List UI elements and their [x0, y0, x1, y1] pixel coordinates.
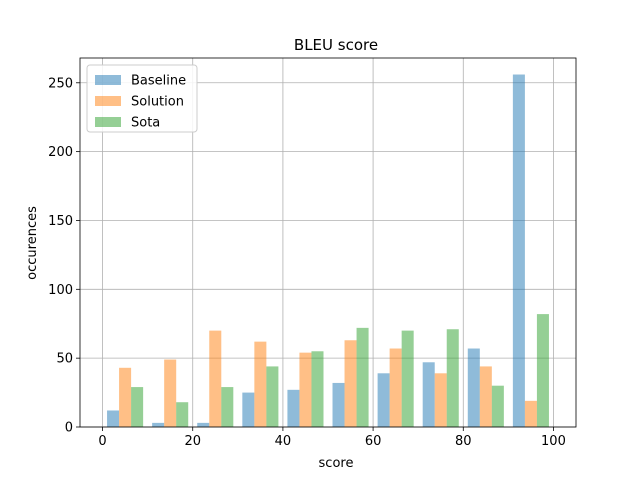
x-tick-label: 100 [541, 434, 566, 449]
bar-sota [131, 387, 144, 427]
x-tick-label: 60 [365, 434, 382, 449]
y-tick-label: 100 [48, 283, 73, 298]
bar-solution [164, 359, 177, 427]
legend-swatch-solution [95, 96, 121, 106]
bar-solution [209, 330, 222, 427]
bar-sota [536, 314, 549, 427]
bar-sota [311, 351, 324, 427]
y-tick-label: 0 [65, 421, 73, 436]
bar-sota [266, 366, 279, 427]
x-tick-label: 0 [98, 434, 106, 449]
y-tick-label: 50 [56, 352, 73, 367]
bar-sota [491, 385, 504, 427]
bar-solution [389, 348, 402, 427]
x-axis-label: score [319, 456, 354, 471]
bar-sota [221, 387, 234, 427]
chart-title: BLEU score [294, 36, 378, 54]
legend-label-sota: Sota [131, 116, 160, 131]
histogram-bars [107, 74, 549, 427]
bar-baseline [467, 348, 480, 427]
legend-label-solution: Solution [131, 95, 184, 110]
x-tick-label: 80 [455, 434, 472, 449]
legend: Baseline Solution Sota [86, 64, 198, 133]
bar-baseline [152, 422, 165, 427]
x-tick-label: 20 [184, 434, 201, 449]
bar-sota [176, 402, 189, 427]
legend-swatch-baseline [95, 75, 121, 85]
plot-frame [79, 57, 577, 428]
bar-baseline [287, 389, 300, 427]
bar-solution [479, 366, 492, 427]
bar-sota [401, 330, 414, 427]
bar-solution [299, 352, 312, 427]
bar-baseline [512, 74, 525, 427]
bar-solution [254, 341, 267, 427]
bar-baseline [377, 373, 390, 427]
x-tick-label: 40 [275, 434, 292, 449]
bar-baseline [107, 410, 120, 427]
y-axis-label: occurences [25, 206, 40, 280]
legend-label-baseline: Baseline [131, 74, 186, 89]
y-tick-label: 150 [48, 214, 73, 229]
bar-baseline [242, 392, 255, 427]
bar-solution [344, 340, 357, 427]
y-tick-label: 250 [48, 76, 73, 91]
y-tick-label: 200 [48, 145, 73, 160]
bar-baseline [197, 422, 210, 427]
bar-solution [524, 400, 537, 427]
legend-swatch-sota [95, 117, 121, 127]
bar-baseline [422, 362, 435, 427]
bar-solution [434, 373, 447, 427]
bar-baseline [332, 382, 345, 427]
bar-sota [446, 329, 459, 427]
bar-sota [356, 327, 369, 427]
bar-solution [119, 367, 132, 427]
axes: 0 20 40 60 80 100 0 50 100 150 200 250 [48, 57, 577, 449]
